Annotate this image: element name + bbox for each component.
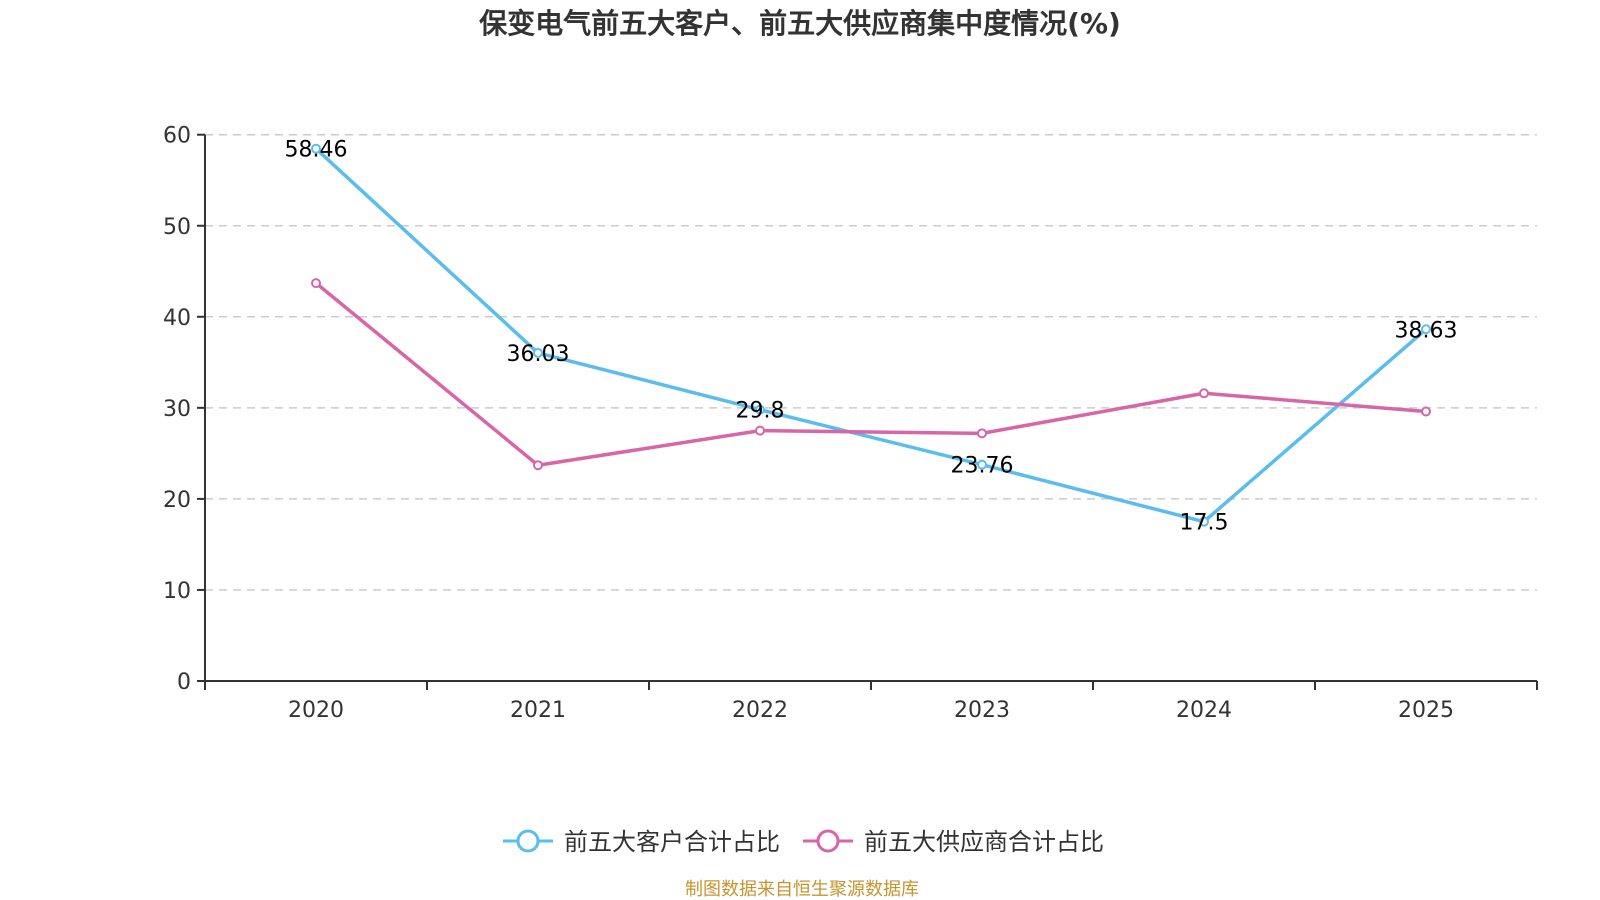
data-point [1199, 516, 1209, 527]
legend-marker-icon [816, 829, 840, 853]
data-point [977, 428, 987, 439]
x-tick-label: 2024 [1176, 698, 1232, 723]
data-point [311, 278, 321, 289]
legend: 前五大客户合计占比 前五大供应商合计占比 [503, 828, 1104, 856]
data-label: 58.46 [285, 138, 348, 163]
data-label: 17.5 [1180, 511, 1229, 536]
data-labels: 58.46 36.03 29.8 23.76 17.5 38.63 [285, 138, 1458, 536]
chart-title: 保变电气前五大客户、前五大供应商集中度情况(%) [479, 7, 1121, 40]
x-tick-label: 2025 [1398, 698, 1454, 723]
data-label: 29.8 [736, 399, 785, 424]
series-line-0 [314, 147, 1428, 524]
source-footer: 制图数据来自恒生聚源数据库 [685, 879, 919, 900]
data-label: 23.76 [951, 454, 1014, 479]
data-point [533, 460, 543, 471]
gridlines [205, 133, 1537, 591]
data-point [311, 143, 321, 154]
data-label: 38.63 [1395, 318, 1458, 343]
y-tick-label: 10 [163, 579, 191, 604]
series-group [311, 143, 1431, 527]
x-tick-label: 2022 [732, 698, 788, 723]
y-tick-label: 30 [163, 397, 191, 422]
data-point [533, 347, 543, 358]
y-tick-label: 60 [163, 124, 191, 149]
data-point [755, 404, 765, 415]
legend-label: 前五大供应商合计占比 [864, 828, 1104, 856]
series-line-1 [314, 281, 1427, 467]
x-tick-label: 2023 [954, 698, 1010, 723]
y-tick-label: 40 [163, 306, 191, 331]
legend-label: 前五大客户合计占比 [564, 828, 780, 856]
data-label: 36.03 [507, 342, 570, 367]
y-tick-label: 50 [163, 215, 191, 240]
x-tick-label: 2021 [510, 698, 566, 723]
data-point [1421, 406, 1431, 417]
x-tick-label: 2020 [288, 698, 344, 723]
data-point [755, 425, 765, 436]
y-tick-label: 20 [163, 488, 191, 513]
data-point [977, 459, 987, 470]
axes: 0 10 20 30 40 50 60 2020 2021 2022 2023 2024 2025 [163, 124, 1538, 723]
data-point [1421, 324, 1431, 335]
y-tick-label: 0 [177, 670, 191, 695]
legend-marker-icon [516, 829, 540, 853]
data-point [1199, 388, 1209, 399]
